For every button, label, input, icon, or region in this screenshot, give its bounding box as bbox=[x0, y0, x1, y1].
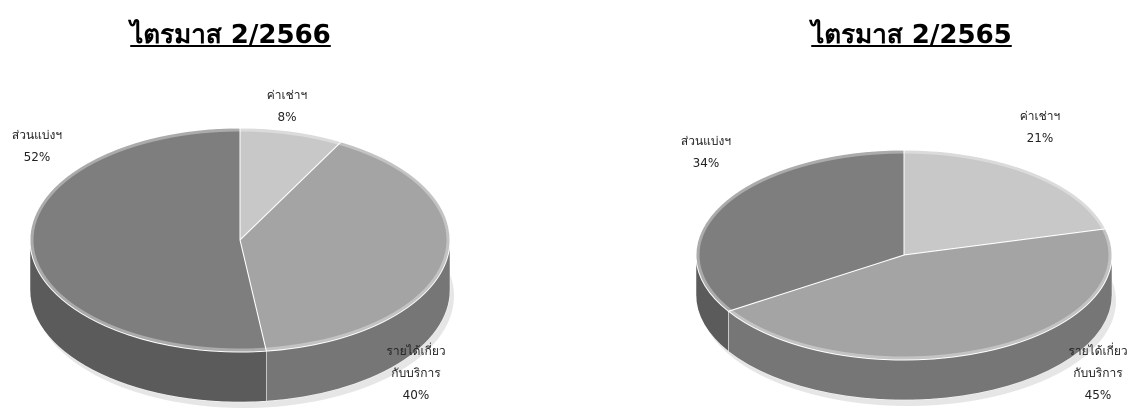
pie-chart-q2-2565: ไตรมาส 2/2565 ค่าเช่าฯ 21% รายได้เกี่ยว … bbox=[571, 0, 1142, 410]
slice-name: ค่าเช่าฯ bbox=[1019, 109, 1061, 123]
pie-slice bbox=[695, 149, 905, 312]
slice-name: ส่วนแบ่งฯ bbox=[680, 134, 732, 148]
slice-percent: 34% bbox=[692, 156, 720, 170]
slice-name-line2: กับบริการ bbox=[391, 366, 441, 380]
slice-label-share: ส่วนแบ่งฯ 34% bbox=[671, 130, 741, 174]
slice-name: ส่วนแบ่งฯ bbox=[11, 128, 63, 142]
slice-percent: 21% bbox=[1026, 131, 1054, 145]
slice-name-line2: กับบริการ bbox=[1073, 366, 1123, 380]
pie-slice bbox=[239, 127, 343, 242]
pie-slice bbox=[239, 141, 451, 352]
pie-slice bbox=[727, 228, 1113, 361]
pie-svg bbox=[29, 127, 454, 408]
slice-name-line1: รายได้เกี่ยว bbox=[386, 344, 446, 358]
pie-slice bbox=[29, 127, 267, 353]
pie-bevel bbox=[696, 150, 1112, 360]
chart-title: ไตรมาส 2/2566 bbox=[130, 20, 331, 50]
slice-label-service: รายได้เกี่ยว กับบริการ 45% bbox=[1057, 340, 1139, 406]
pie-chart-q2-2566: ไตรมาส 2/2566 ค่าเช่าฯ 8% รายได้เกี่ยว ก… bbox=[2, 20, 456, 408]
slice-label-rent: ค่าเช่าฯ 8% bbox=[252, 84, 322, 128]
slice-percent: 52% bbox=[23, 150, 51, 164]
pie-slice bbox=[903, 149, 1107, 256]
chart-title: ไตรมาส 2/2565 bbox=[811, 20, 1012, 50]
slice-name-line1: รายได้เกี่ยว bbox=[1068, 344, 1128, 358]
slice-label-share: ส่วนแบ่งฯ 52% bbox=[2, 124, 72, 168]
slice-percent: 8% bbox=[277, 110, 297, 124]
slice-percent: 40% bbox=[402, 388, 430, 402]
pie-bevel bbox=[30, 128, 450, 352]
slice-label-rent: ค่าเช่าฯ 21% bbox=[1005, 105, 1075, 149]
slice-percent: 45% bbox=[1084, 388, 1112, 402]
slice-label-service: รายได้เกี่ยว กับบริการ 40% bbox=[376, 340, 456, 406]
slice-name: ค่าเช่าฯ bbox=[266, 88, 308, 102]
pie-svg bbox=[695, 149, 1116, 406]
